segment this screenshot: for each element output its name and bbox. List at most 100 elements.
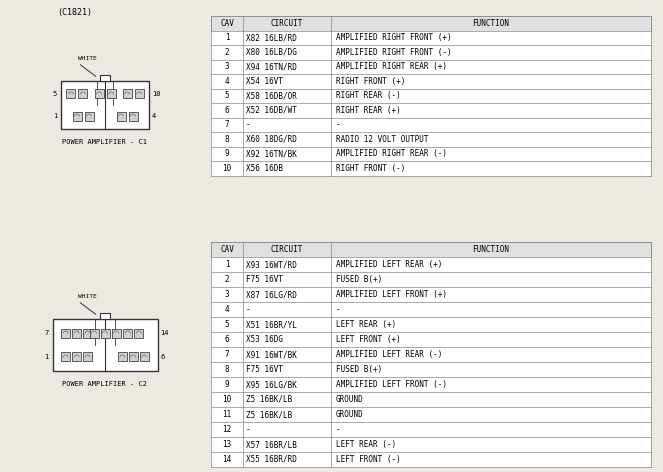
Bar	[211, 118, 651, 132]
Text: CIRCUIT: CIRCUIT	[271, 19, 303, 28]
Bar	[211, 16, 651, 31]
Text: GROUND: GROUND	[336, 410, 364, 419]
Bar	[211, 392, 651, 407]
Bar	[117, 111, 125, 120]
Text: 6: 6	[225, 106, 229, 115]
Text: X52 16DB/WT: X52 16DB/WT	[246, 106, 297, 115]
Text: POWER AMPLIFIER - C2: POWER AMPLIFIER - C2	[62, 381, 147, 387]
Bar	[84, 111, 93, 120]
Text: CAV: CAV	[220, 245, 234, 254]
Bar	[211, 332, 651, 347]
Bar	[72, 353, 81, 362]
Bar	[211, 317, 651, 332]
Bar	[211, 103, 651, 118]
Bar	[78, 90, 88, 99]
Text: FUNCTION: FUNCTION	[473, 245, 509, 254]
Text: X91 16WT/BK: X91 16WT/BK	[246, 350, 297, 359]
Text: RADIO 12 VOLT OUTPUT: RADIO 12 VOLT OUTPUT	[336, 135, 428, 144]
Text: AMPLIFIED LEFT FRONT (+): AMPLIFIED LEFT FRONT (+)	[336, 290, 447, 299]
Text: 9: 9	[225, 380, 229, 389]
Text: 12: 12	[222, 425, 231, 434]
Text: X60 18DG/RD: X60 18DG/RD	[246, 135, 297, 144]
Text: RIGHT FRONT (-): RIGHT FRONT (-)	[336, 164, 405, 173]
Text: 6: 6	[160, 354, 164, 360]
Text: F75 16VT: F75 16VT	[246, 275, 283, 284]
Text: 1: 1	[44, 354, 48, 360]
Text: 9: 9	[225, 149, 229, 158]
Text: 2: 2	[225, 275, 229, 284]
Text: X87 16LG/RD: X87 16LG/RD	[246, 290, 297, 299]
Text: FUSED B(+): FUSED B(+)	[336, 365, 383, 374]
Text: LEFT REAR (-): LEFT REAR (-)	[336, 440, 396, 449]
Text: FUSED B(+): FUSED B(+)	[336, 275, 383, 284]
Text: X51 16BR/YL: X51 16BR/YL	[246, 320, 297, 329]
Text: WHITE: WHITE	[78, 294, 97, 299]
Text: -: -	[336, 305, 341, 314]
Text: 14: 14	[222, 455, 231, 464]
Text: 10: 10	[222, 164, 231, 173]
Text: AMPLIFIED LEFT REAR (+): AMPLIFIED LEFT REAR (+)	[336, 260, 442, 269]
Text: X94 16TN/RD: X94 16TN/RD	[246, 62, 297, 71]
Bar	[61, 353, 70, 362]
Bar	[211, 31, 651, 45]
Text: LEFT REAR (+): LEFT REAR (+)	[336, 320, 396, 329]
Bar	[135, 90, 144, 99]
Text: -: -	[336, 120, 341, 129]
Bar	[211, 452, 651, 467]
Text: X53 16DG: X53 16DG	[246, 335, 283, 344]
Text: X93 16WT/RD: X93 16WT/RD	[246, 260, 297, 269]
Bar	[211, 257, 651, 272]
Text: 6: 6	[225, 335, 229, 344]
Text: X54 16VT: X54 16VT	[246, 77, 283, 86]
Bar	[211, 287, 651, 302]
Text: 8: 8	[225, 135, 229, 144]
Bar	[211, 362, 651, 377]
Text: 4: 4	[225, 77, 229, 86]
Bar	[129, 353, 138, 362]
Bar	[118, 353, 127, 362]
Text: 7: 7	[225, 350, 229, 359]
Text: RIGHT FRONT (+): RIGHT FRONT (+)	[336, 77, 405, 86]
Bar	[211, 437, 651, 452]
Text: 5: 5	[225, 320, 229, 329]
Text: 4: 4	[225, 305, 229, 314]
Bar	[140, 353, 149, 362]
Bar	[95, 90, 103, 99]
Bar	[100, 75, 110, 81]
Text: AMPLIFIED RIGHT REAR (-): AMPLIFIED RIGHT REAR (-)	[336, 149, 447, 158]
Text: FUNCTION: FUNCTION	[473, 19, 509, 28]
Text: 14: 14	[160, 330, 169, 336]
Bar	[211, 407, 651, 422]
Text: X95 16LG/BK: X95 16LG/BK	[246, 380, 297, 389]
Text: -: -	[336, 425, 341, 434]
Text: 10: 10	[222, 395, 231, 404]
Text: LEFT FRONT (+): LEFT FRONT (+)	[336, 335, 400, 344]
Bar	[72, 111, 82, 120]
Bar	[211, 161, 651, 176]
Text: 10: 10	[152, 91, 160, 97]
Bar	[100, 313, 110, 319]
Bar	[211, 272, 651, 287]
Text: GROUND: GROUND	[336, 395, 364, 404]
Bar	[211, 132, 651, 146]
Text: X80 16LB/DG: X80 16LB/DG	[246, 48, 297, 57]
Text: POWER AMPLIFIER - C1: POWER AMPLIFIER - C1	[62, 139, 147, 145]
Text: -: -	[246, 120, 251, 129]
Bar	[211, 377, 651, 392]
Text: AMPLIFIED RIGHT REAR (+): AMPLIFIED RIGHT REAR (+)	[336, 62, 447, 71]
Text: CAV: CAV	[220, 19, 234, 28]
Text: Z5 16BK/LB: Z5 16BK/LB	[246, 395, 292, 404]
Text: X57 16BR/LB: X57 16BR/LB	[246, 440, 297, 449]
Text: AMPLIFIED LEFT FRONT (-): AMPLIFIED LEFT FRONT (-)	[336, 380, 447, 389]
Text: 1: 1	[53, 113, 57, 119]
Bar	[211, 347, 651, 362]
Text: WHITE: WHITE	[78, 56, 97, 61]
Text: LEFT FRONT (-): LEFT FRONT (-)	[336, 455, 400, 464]
Text: 3: 3	[225, 62, 229, 71]
Bar	[123, 329, 133, 337]
Bar	[83, 329, 92, 337]
Text: AMPLIFIED RIGHT FRONT (-): AMPLIFIED RIGHT FRONT (-)	[336, 48, 452, 57]
Bar	[111, 329, 121, 337]
Bar	[211, 146, 651, 161]
Bar	[211, 422, 651, 437]
